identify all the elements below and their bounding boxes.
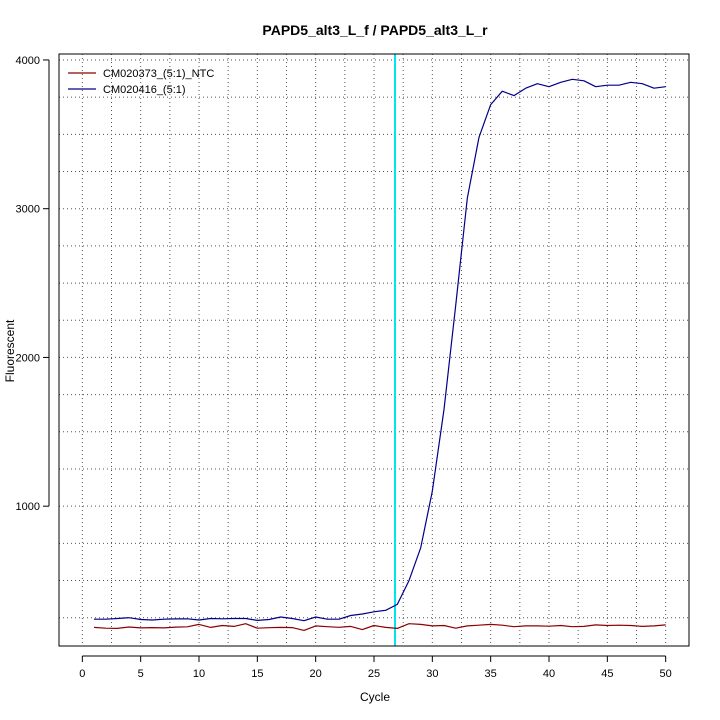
x-axis: 0 5 10 15 20 25 30 35 40 45 50: [79, 655, 672, 680]
plot-frame: [58, 53, 690, 647]
x-tick-label: 45: [601, 668, 613, 680]
legend-label: CM020416_(5:1): [103, 84, 186, 96]
series-line: [93, 623, 666, 632]
grid: [59, 54, 689, 646]
y-tick-label: 1000: [16, 501, 40, 513]
y-tick-label: 3000: [16, 204, 40, 216]
chart-title: PAPD5_alt3_L_f / PAPD5_alt3_L_r: [262, 22, 488, 38]
y-axis-label: Fluorescent: [3, 319, 17, 382]
x-tick-label: 0: [79, 668, 85, 680]
y-tick-label: 4000: [16, 55, 40, 67]
x-tick-label: 35: [485, 668, 497, 680]
series-group: [93, 78, 666, 632]
legend: CM020373_(5:1)_NTC CM020416_(5:1): [68, 68, 214, 96]
x-tick-label: 5: [138, 668, 144, 680]
y-tick-label: 2000: [16, 352, 40, 364]
x-tick-label: 10: [193, 668, 205, 680]
x-tick-label: 50: [660, 668, 672, 680]
x-tick-label: 30: [426, 668, 438, 680]
legend-label: CM020373_(5:1)_NTC: [103, 68, 214, 80]
x-tick-label: 20: [310, 668, 322, 680]
x-axis-label: Cycle: [360, 690, 390, 704]
y-axis: 1000 2000 3000 4000: [16, 55, 50, 513]
x-tick-label: 15: [251, 668, 263, 680]
x-tick-label: 25: [368, 668, 380, 680]
x-tick-label: 40: [543, 668, 555, 680]
series-line: [94, 78, 666, 622]
